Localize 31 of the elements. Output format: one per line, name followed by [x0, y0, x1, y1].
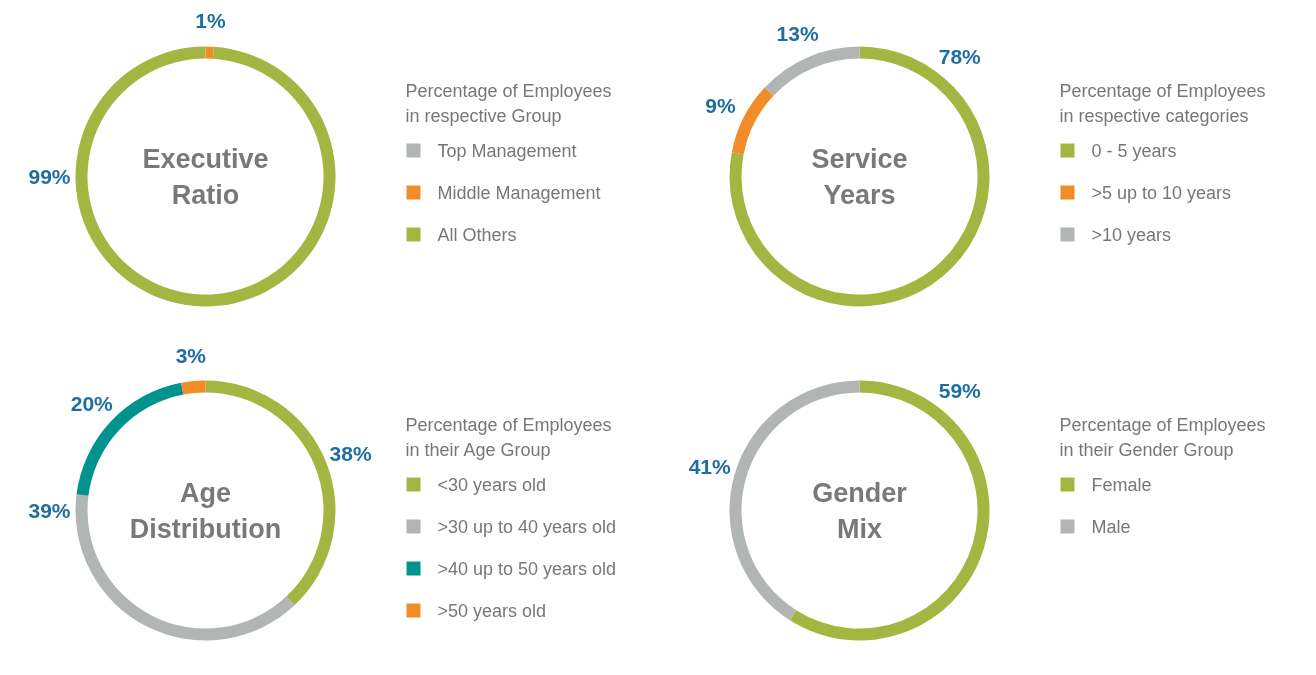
- legend-label: >10 years: [1091, 224, 1172, 245]
- data-label: 20%: [70, 392, 114, 416]
- text: Executive Ratio: [142, 143, 269, 210]
- text: Gender Mix: [812, 477, 908, 544]
- legend-title: Percentage of Employees in their Gender Group: [1059, 414, 1266, 460]
- legend-title: Percentage of Employees in their Age Group: [405, 414, 612, 460]
- data-label: 13%: [776, 21, 819, 45]
- data-label: 39%: [28, 499, 71, 522]
- legend-label: >40 up to 50 years old: [437, 558, 617, 579]
- legend-title: Percentage of Employees in respective Group: [405, 80, 612, 126]
- legend-label: Female: [1091, 474, 1152, 495]
- data-label: 38%: [329, 441, 372, 465]
- data-label: 59%: [938, 379, 982, 403]
- data-label: 78%: [938, 45, 982, 69]
- legend-label: Male: [1091, 516, 1131, 537]
- data-label: 3%: [175, 343, 207, 367]
- legend-label: >30 up to 40 years old: [437, 516, 617, 537]
- legend-label: All Others: [437, 224, 517, 245]
- text: Service Years: [811, 143, 908, 210]
- data-label: 1%: [195, 9, 226, 33]
- legend-label: Middle Management: [437, 182, 601, 203]
- text: Age Distribution: [129, 477, 282, 544]
- legend-label: <30 years old: [437, 474, 547, 495]
- legend-label: 0 - 5 years: [1091, 140, 1177, 161]
- data-label: 9%: [705, 94, 737, 118]
- legend-label: >5 up to 10 years: [1091, 182, 1232, 203]
- data-label: 99%: [28, 165, 71, 188]
- legend-label: >50 years old: [437, 600, 547, 621]
- legend-title: Percentage of Employees in respective categories: [1059, 80, 1266, 126]
- legend-label: Top Management: [437, 140, 577, 161]
- data-label: 41%: [688, 455, 732, 479]
